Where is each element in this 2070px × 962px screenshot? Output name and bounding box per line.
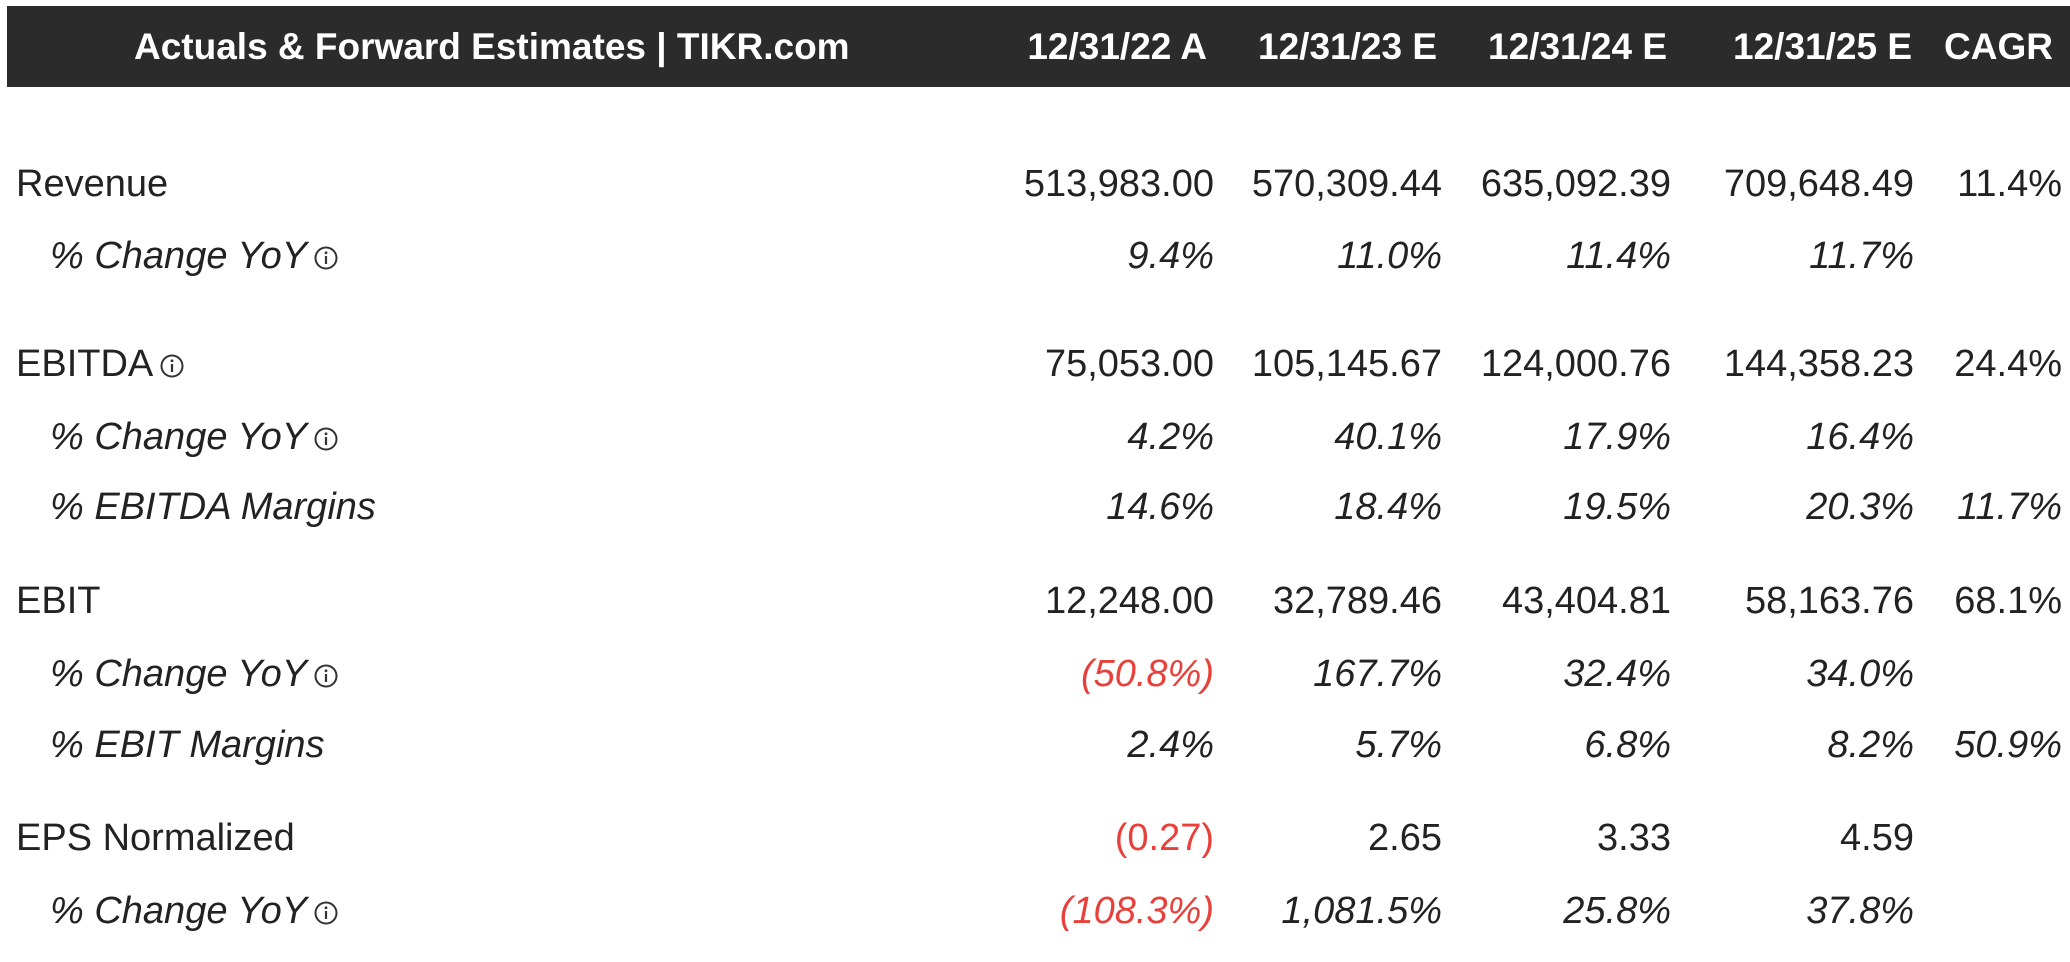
table-row-ebit: EBIT 12,248.00 32,789.46 43,404.81 58,16… (0, 576, 2070, 626)
info-circle-icon[interactable] (313, 663, 339, 689)
cell-value: 40.1% (1334, 416, 1442, 458)
cell-value: 20.3% (1806, 486, 1914, 528)
table-row-ebit-margins: % EBIT Margins 2.4% 5.7% 6.8% 8.2% 50.9% (0, 720, 2070, 770)
cell-value: 37.8% (1806, 890, 1914, 932)
cell-value: 25.8% (1563, 890, 1671, 932)
cell-value: 8.2% (1827, 724, 1914, 766)
cell-value: 1,081.5% (1281, 890, 1442, 932)
cell-value: 11.7% (1809, 235, 1914, 277)
cell-value: 144,358.23 (1723, 343, 1914, 385)
cell-value: 513,983.00 (1023, 163, 1214, 205)
cell-value: 58,163.76 (1744, 580, 1914, 622)
cell-value: 709,648.49 (1723, 163, 1914, 205)
row-label: % Change YoY (50, 412, 339, 462)
row-label: EBITDA (16, 339, 185, 389)
cell-value: 24.4% (1954, 343, 2062, 385)
cell-value: 32.4% (1563, 653, 1671, 695)
table-header: Actuals & Forward Estimates | TIKR.com (7, 6, 2070, 87)
cell-value: 2.4% (1127, 724, 1214, 766)
cell-value: 12,248.00 (1044, 580, 1214, 622)
cell-value: 2.65 (1368, 817, 1442, 859)
table-row-ebitda-margins: % EBITDA Margins 14.6% 18.4% 19.5% 20.3%… (0, 482, 2070, 532)
cell-value: 34.0% (1806, 653, 1914, 695)
row-label: % EBIT Margins (50, 724, 325, 766)
cell-value: 4.2% (1127, 416, 1214, 458)
cell-value: 5.7% (1355, 724, 1442, 766)
row-label: Revenue (16, 163, 169, 205)
row-label: % Change YoY (50, 649, 339, 699)
cell-value: 75,053.00 (1044, 343, 1214, 385)
table-row-revenue: Revenue 513,983.00 570,309.44 635,092.39… (0, 159, 2070, 209)
cell-value: 32,789.46 (1272, 580, 1442, 622)
cell-value: 124,000.76 (1480, 343, 1671, 385)
cell-value: 11.4% (1566, 235, 1671, 277)
table-row-eps-change: % Change YoY (108.3%) 1,081.5% 25.8% 37.… (0, 886, 2070, 936)
table-row-ebitda-change: % Change YoY 4.2% 40.1% 17.9% 16.4% (0, 412, 2070, 462)
cell-value: 570,309.44 (1251, 163, 1442, 205)
cell-value: 3.33 (1597, 817, 1671, 859)
row-label: EPS Normalized (16, 817, 295, 859)
cell-value: 19.5% (1563, 486, 1671, 528)
cell-value: 43,404.81 (1501, 580, 1671, 622)
cell-value-negative: (0.27) (1114, 817, 1214, 859)
cell-value: 9.4% (1127, 235, 1214, 277)
row-label: % Change YoY (50, 231, 339, 281)
header-col-2024[interactable]: 12/31/24 E (1488, 26, 1667, 67)
table-row-ebitda: EBITDA 75,053.00 105,145.67 124,000.76 1… (0, 339, 2070, 389)
cell-value: 167.7% (1313, 653, 1442, 695)
cell-value: 18.4% (1334, 486, 1442, 528)
cell-value: 16.4% (1806, 416, 1914, 458)
header-col-2023[interactable]: 12/31/23 E (1258, 26, 1437, 67)
info-circle-icon[interactable] (313, 245, 339, 271)
cell-value: 11.4% (1957, 163, 2062, 205)
row-label: % EBITDA Margins (50, 486, 376, 528)
row-label: EBIT (16, 580, 101, 622)
table-row-eps: EPS Normalized (0.27) 2.65 3.33 4.59 (0, 813, 2070, 863)
cell-value: 4.59 (1840, 817, 1914, 859)
info-circle-icon[interactable] (159, 353, 185, 379)
header-col-2022[interactable]: 12/31/22 A (1027, 26, 1207, 67)
table-row-revenue-change: % Change YoY 9.4% 11.0% 11.4% 11.7% (0, 231, 2070, 281)
header-col-2025[interactable]: 12/31/25 E (1733, 26, 1912, 67)
cell-value: 14.6% (1106, 486, 1214, 528)
header-col-cagr[interactable]: CAGR (1944, 26, 2053, 67)
cell-value: 68.1% (1954, 580, 2062, 622)
info-circle-icon[interactable] (313, 900, 339, 926)
cell-value: 17.9% (1563, 416, 1671, 458)
cell-value-negative: (108.3%) (1059, 890, 1214, 932)
cell-value: 635,092.39 (1480, 163, 1671, 205)
cell-value: 11.7% (1957, 486, 2062, 528)
cell-value: 11.0% (1337, 235, 1442, 277)
info-circle-icon[interactable] (313, 426, 339, 452)
cell-value: 50.9% (1954, 724, 2062, 766)
table-row-ebit-change: % Change YoY (50.8%) 167.7% 32.4% 34.0% (0, 649, 2070, 699)
row-label: % Change YoY (50, 886, 339, 936)
cell-value: 105,145.67 (1251, 343, 1442, 385)
cell-value-negative: (50.8%) (1080, 653, 1214, 695)
header-title: Actuals & Forward Estimates | TIKR.com (134, 26, 850, 67)
cell-value: 6.8% (1584, 724, 1671, 766)
